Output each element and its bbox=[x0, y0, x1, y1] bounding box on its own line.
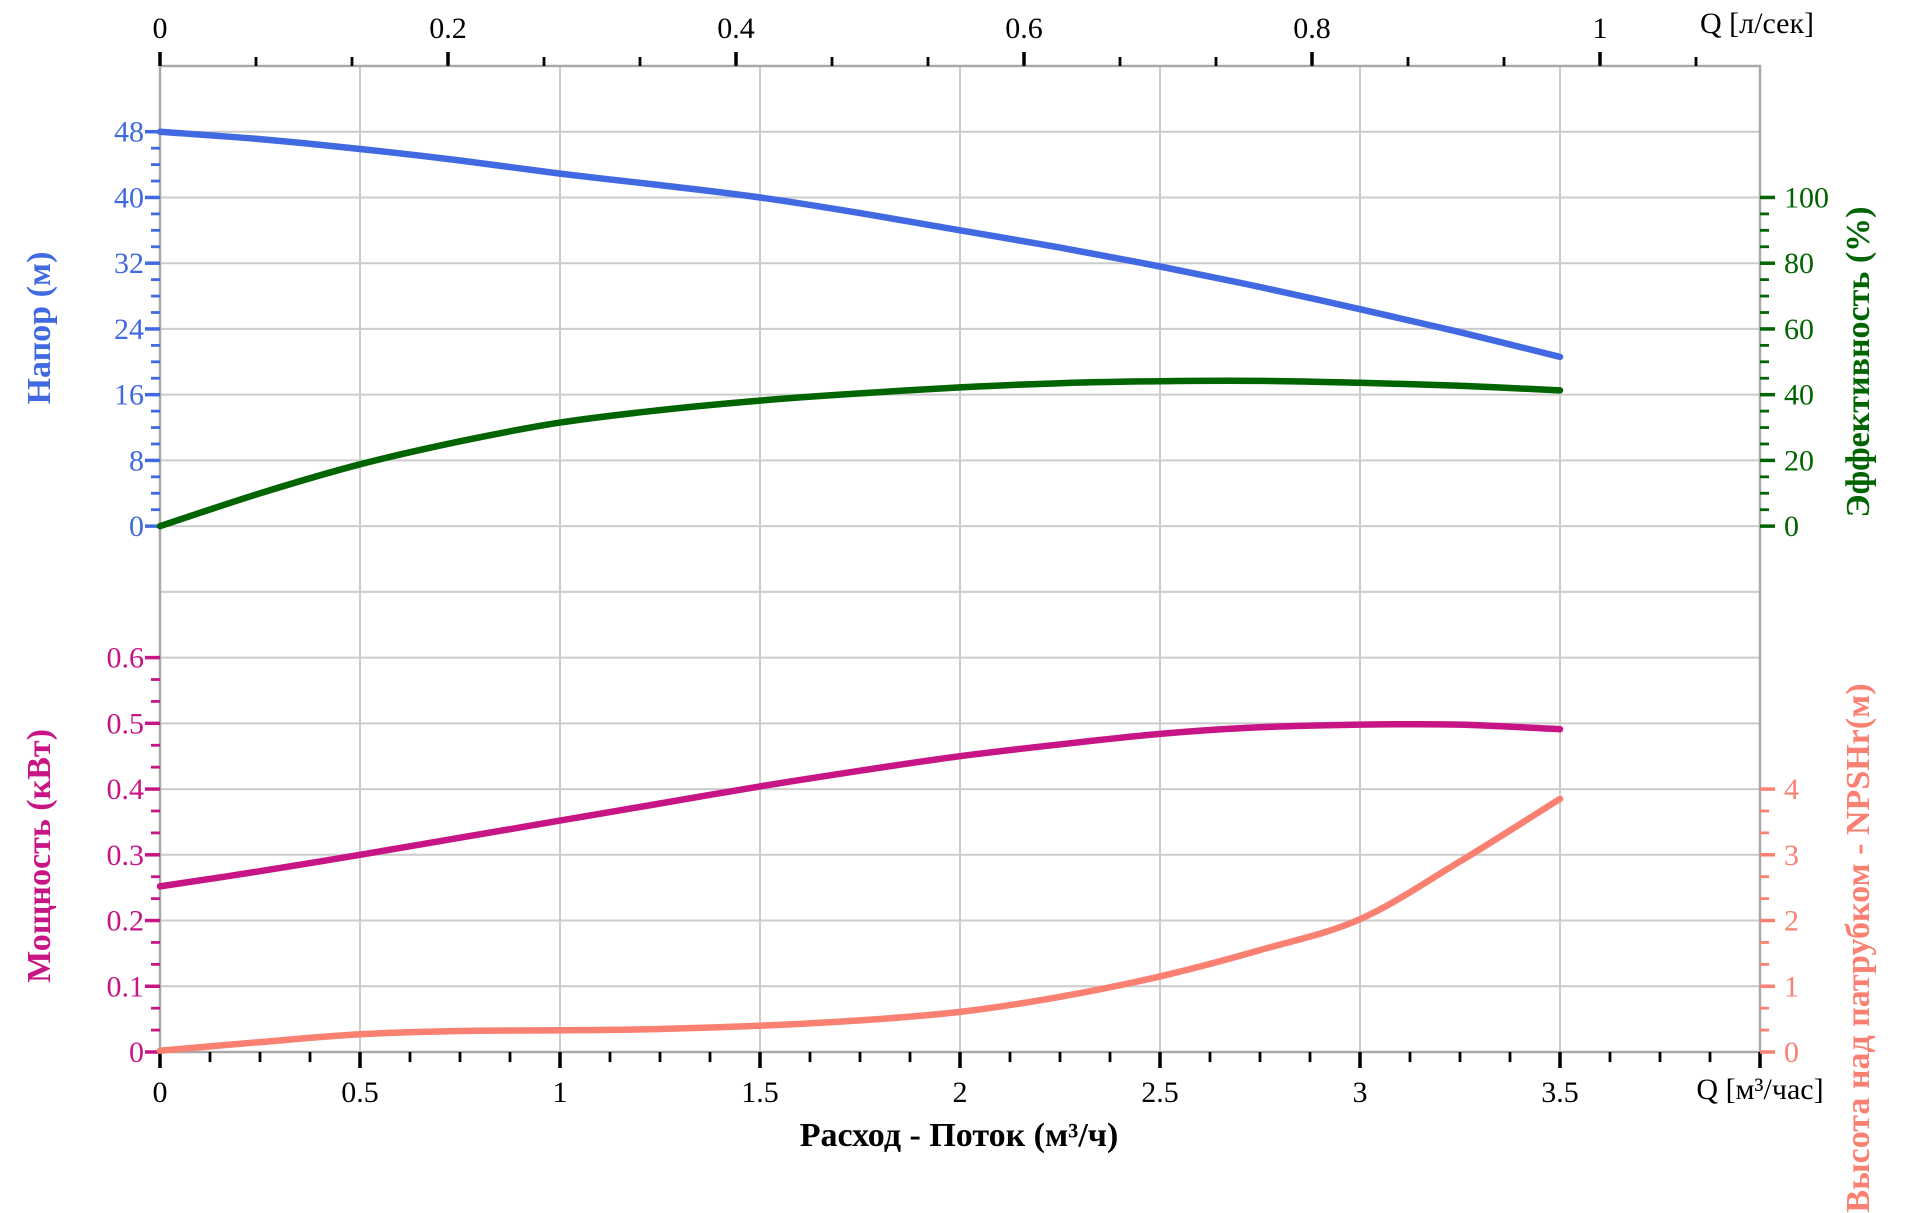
svg-text:0: 0 bbox=[129, 510, 144, 543]
svg-text:24: 24 bbox=[114, 313, 144, 346]
svg-text:0: 0 bbox=[1784, 1036, 1799, 1069]
svg-text:1: 1 bbox=[1784, 970, 1799, 1003]
svg-text:2: 2 bbox=[953, 1076, 968, 1109]
svg-text:0.6: 0.6 bbox=[1005, 12, 1043, 45]
top-axis-unit-label: Q [л/сек] bbox=[1699, 7, 1815, 40]
svg-text:2.5: 2.5 bbox=[1141, 1076, 1179, 1109]
svg-text:0.5: 0.5 bbox=[341, 1076, 379, 1109]
svg-text:0: 0 bbox=[129, 1036, 144, 1069]
curve-npsh bbox=[156, 795, 1564, 1054]
svg-text:48: 48 bbox=[114, 116, 144, 149]
svg-text:0: 0 bbox=[1784, 510, 1799, 543]
svg-text:2: 2 bbox=[1784, 905, 1799, 938]
chart-canvas: 0 0.5 1 1.5 2 2.5 3 3.50 0.2 0.4 0.6 0.8 10816243240… bbox=[107, 12, 1830, 1109]
svg-text:1: 1 bbox=[553, 1076, 568, 1109]
curve-head bbox=[156, 128, 1564, 361]
curve-efficiency bbox=[156, 377, 1564, 530]
svg-text:100: 100 bbox=[1784, 181, 1829, 214]
svg-text:80: 80 bbox=[1784, 247, 1814, 280]
axis-tick-labels: 0 0.5 1 1.5 2 2.5 3 3.50 0.2 0.4 0.6 0.8 10816243240… bbox=[107, 12, 1830, 1109]
svg-text:3: 3 bbox=[1784, 839, 1799, 872]
gridlines bbox=[159, 65, 1761, 1053]
svg-text:0.4: 0.4 bbox=[717, 12, 755, 45]
efficiency-axis-title: Эффективность (%) bbox=[1840, 206, 1877, 518]
data-curves bbox=[156, 128, 1564, 1054]
svg-text:0.8: 0.8 bbox=[1293, 12, 1331, 45]
pump-performance-chart: 0 0.5 1 1.5 2 2.5 3 3.5 0 0.2 0.4 0.6 0.8 1 0 8 16 24 32 40… bbox=[21, 7, 1877, 1213]
svg-text:0.4: 0.4 bbox=[107, 773, 145, 806]
npsh-axis-title: Высота над патрубком - NPSHr(м) bbox=[1840, 683, 1877, 1213]
svg-text:0.2: 0.2 bbox=[429, 12, 467, 45]
svg-text:4: 4 bbox=[1784, 773, 1799, 806]
svg-text:0.2: 0.2 bbox=[107, 905, 145, 938]
svg-text:0.5: 0.5 bbox=[107, 707, 145, 740]
flow-axis-title: Расход - Поток (м³/ч) bbox=[799, 1117, 1119, 1154]
head-axis-title: Напор (м) bbox=[21, 251, 58, 405]
svg-text:1.5: 1.5 bbox=[741, 1076, 779, 1109]
svg-text:0: 0 bbox=[153, 1076, 168, 1109]
svg-text:3.5: 3.5 bbox=[1541, 1076, 1579, 1109]
svg-text:40: 40 bbox=[1784, 379, 1814, 412]
svg-text:16: 16 bbox=[114, 379, 144, 412]
svg-text:40: 40 bbox=[114, 181, 144, 214]
power-axis-title: Мощность (кВт) bbox=[21, 729, 58, 983]
svg-text:20: 20 bbox=[1784, 444, 1814, 477]
svg-text:60: 60 bbox=[1784, 313, 1814, 346]
svg-text:0.6: 0.6 bbox=[107, 642, 145, 675]
svg-text:3: 3 bbox=[1353, 1076, 1368, 1109]
svg-text:0.3: 0.3 bbox=[107, 839, 145, 872]
svg-text:8: 8 bbox=[129, 444, 144, 477]
svg-text:0.1: 0.1 bbox=[107, 970, 145, 1003]
svg-text:1: 1 bbox=[1593, 12, 1608, 45]
curve-power bbox=[156, 720, 1564, 890]
svg-text:0: 0 bbox=[153, 12, 168, 45]
svg-text:32: 32 bbox=[114, 247, 144, 280]
bottom-axis-unit-label: Q [м³/час] bbox=[1696, 1073, 1824, 1106]
